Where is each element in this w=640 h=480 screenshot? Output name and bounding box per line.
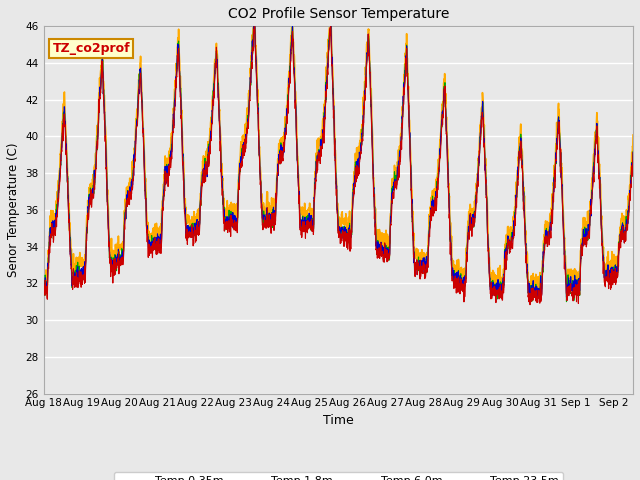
- Temp 23.5m: [539, 256, 547, 262]
- Temp 6.0m: [74, 273, 82, 279]
- Line: Temp 1.8m: Temp 1.8m: [44, 17, 633, 302]
- Temp 0.35m: [409, 229, 417, 235]
- Temp 1.8m: [539, 264, 547, 270]
- Temp 1.8m: [629, 150, 637, 156]
- Title: CO2 Profile Sensor Temperature: CO2 Profile Sensor Temperature: [228, 7, 449, 21]
- Temp 6.0m: [629, 149, 637, 155]
- Temp 23.5m: [74, 269, 82, 275]
- Temp 1.8m: [327, 14, 335, 20]
- Temp 6.0m: [539, 264, 547, 270]
- Text: TZ_co2prof: TZ_co2prof: [52, 42, 130, 55]
- Legend: Temp 0.35m, Temp 1.8m, Temp 6.0m, Temp 23.5m: Temp 0.35m, Temp 1.8m, Temp 6.0m, Temp 2…: [113, 472, 563, 480]
- Temp 0.35m: [251, 23, 259, 29]
- Temp 23.5m: [409, 209, 417, 215]
- Temp 23.5m: [40, 273, 47, 278]
- Temp 1.8m: [342, 227, 350, 232]
- Temp 0.35m: [609, 277, 617, 283]
- Temp 0.35m: [74, 278, 82, 284]
- Temp 6.0m: [409, 230, 417, 236]
- Temp 6.0m: [563, 299, 570, 304]
- Temp 23.5m: [342, 222, 350, 228]
- Temp 23.5m: [251, 6, 259, 12]
- Line: Temp 0.35m: Temp 0.35m: [44, 26, 633, 305]
- Temp 0.35m: [629, 150, 637, 156]
- Temp 1.8m: [609, 269, 617, 275]
- Temp 6.0m: [327, 17, 335, 23]
- Temp 6.0m: [427, 209, 435, 215]
- Line: Temp 6.0m: Temp 6.0m: [44, 20, 633, 301]
- Temp 1.8m: [74, 273, 82, 279]
- Temp 0.35m: [40, 286, 47, 291]
- Temp 23.5m: [609, 255, 617, 261]
- Y-axis label: Senor Temperature (C): Senor Temperature (C): [7, 143, 20, 277]
- X-axis label: Time: Time: [323, 414, 354, 427]
- Temp 1.8m: [427, 205, 435, 211]
- Temp 6.0m: [342, 231, 350, 237]
- Temp 0.35m: [539, 264, 547, 270]
- Temp 23.5m: [427, 198, 435, 204]
- Temp 1.8m: [40, 282, 47, 288]
- Temp 1.8m: [409, 227, 417, 233]
- Temp 0.35m: [342, 236, 350, 241]
- Temp 0.35m: [526, 302, 534, 308]
- Line: Temp 23.5m: Temp 23.5m: [44, 9, 633, 293]
- Temp 23.5m: [528, 290, 536, 296]
- Temp 1.8m: [525, 299, 533, 305]
- Temp 6.0m: [609, 269, 617, 275]
- Temp 6.0m: [40, 284, 47, 290]
- Temp 23.5m: [629, 132, 637, 138]
- Temp 0.35m: [427, 207, 435, 213]
